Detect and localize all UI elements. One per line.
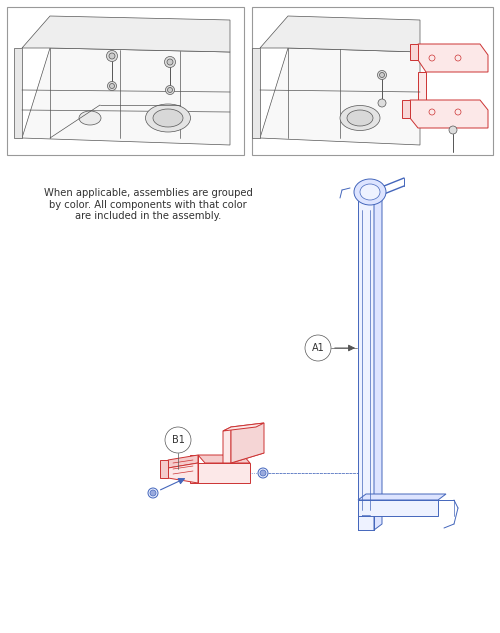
Polygon shape [22,16,230,52]
Polygon shape [231,423,264,463]
Circle shape [429,109,435,115]
Bar [7,7,244,155]
Bar [252,7,493,155]
Circle shape [165,427,191,453]
Ellipse shape [153,109,183,127]
Text: When applicable, assemblies are grouped
by color. All components with that color: When applicable, assemblies are grouped … [44,188,253,221]
Circle shape [378,99,386,107]
Polygon shape [374,194,382,530]
Polygon shape [198,455,250,463]
Circle shape [166,85,174,94]
Circle shape [109,53,115,59]
Ellipse shape [340,106,380,130]
Ellipse shape [146,104,190,132]
Circle shape [378,70,386,80]
Ellipse shape [79,111,101,125]
Circle shape [258,468,268,478]
Polygon shape [198,463,250,483]
Polygon shape [223,447,264,463]
Polygon shape [223,423,264,431]
Text: A1: A1 [312,343,324,353]
Polygon shape [223,427,231,463]
Circle shape [110,84,114,89]
Circle shape [148,488,158,498]
Polygon shape [418,44,488,72]
Circle shape [380,73,384,77]
Polygon shape [410,100,488,128]
Ellipse shape [347,110,373,126]
Ellipse shape [354,179,386,205]
Polygon shape [418,72,426,100]
Polygon shape [22,48,230,145]
Polygon shape [260,48,420,145]
Circle shape [260,470,266,476]
Circle shape [429,55,435,61]
Polygon shape [358,494,446,500]
Polygon shape [252,48,260,138]
Circle shape [449,126,457,134]
Polygon shape [14,48,22,138]
Circle shape [168,87,172,92]
Text: B1: B1 [172,435,184,445]
Polygon shape [160,460,168,478]
Circle shape [305,335,331,361]
Circle shape [455,109,461,115]
Circle shape [150,490,156,496]
Polygon shape [168,455,198,468]
Polygon shape [402,100,410,118]
Polygon shape [358,200,374,530]
Circle shape [167,59,173,65]
Circle shape [455,55,461,61]
Polygon shape [410,44,418,60]
Ellipse shape [360,184,380,200]
Circle shape [164,56,175,68]
Polygon shape [260,16,420,52]
Circle shape [108,82,116,91]
Polygon shape [190,455,198,483]
Polygon shape [168,463,198,483]
Polygon shape [358,500,438,516]
Circle shape [106,51,118,61]
